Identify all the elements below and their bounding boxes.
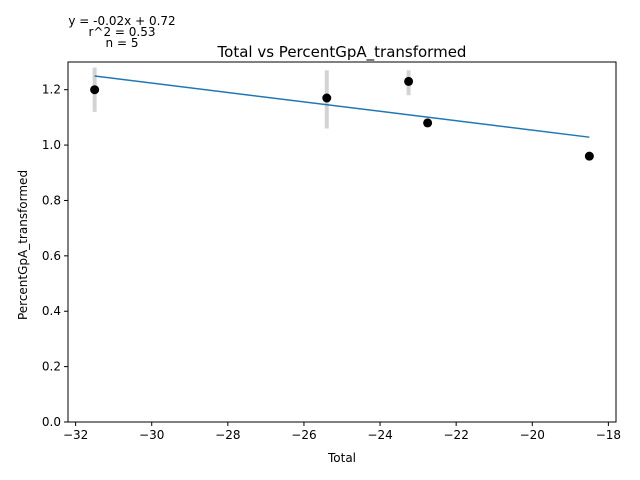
x-tick-label: −32 — [63, 428, 88, 442]
data-point — [423, 118, 433, 128]
x-tick-label: −18 — [596, 428, 621, 442]
y-tick-label: 0.6 — [42, 249, 61, 263]
data-point — [584, 151, 594, 161]
equation-annotation: y = -0.02x + 0.72 — [68, 14, 175, 28]
n-annotation: n = 5 — [106, 36, 139, 50]
y-tick-label: 0.2 — [42, 360, 61, 374]
fit-line-layer — [94, 75, 590, 138]
y-axis-label: PercentGpA_transformed — [16, 170, 30, 320]
y-tick-label: 1.2 — [42, 83, 61, 97]
y-tick-label: 1.0 — [42, 138, 61, 152]
y-axis-ticks: 0.0 0.2 0.4 0.6 0.8 1.0 1.2 — [42, 83, 68, 429]
y-tick-label: 0.0 — [42, 415, 61, 429]
x-tick-label: −26 — [291, 428, 316, 442]
chart-title: Total vs PercentGpA_transformed — [217, 43, 467, 62]
x-tick-label: −22 — [444, 428, 469, 442]
y-tick-label: 0.8 — [42, 193, 61, 207]
x-tick-label: −24 — [367, 428, 392, 442]
fit-line — [94, 75, 590, 138]
x-tick-label: −28 — [215, 428, 240, 442]
data-point — [90, 85, 100, 95]
points-layer — [90, 76, 594, 161]
data-point — [404, 76, 414, 86]
x-tick-label: −20 — [520, 428, 545, 442]
r-squared-annotation: r^2 = 0.53 — [88, 25, 155, 39]
y-tick-label: 0.4 — [42, 304, 61, 318]
plot-frame — [67, 61, 617, 423]
data-point — [322, 93, 332, 103]
x-tick-label: −30 — [139, 428, 164, 442]
x-axis-ticks: −32 −30 −28 −26 −24 −22 −20 −18 — [63, 422, 621, 442]
x-axis-label: Total — [327, 451, 356, 465]
